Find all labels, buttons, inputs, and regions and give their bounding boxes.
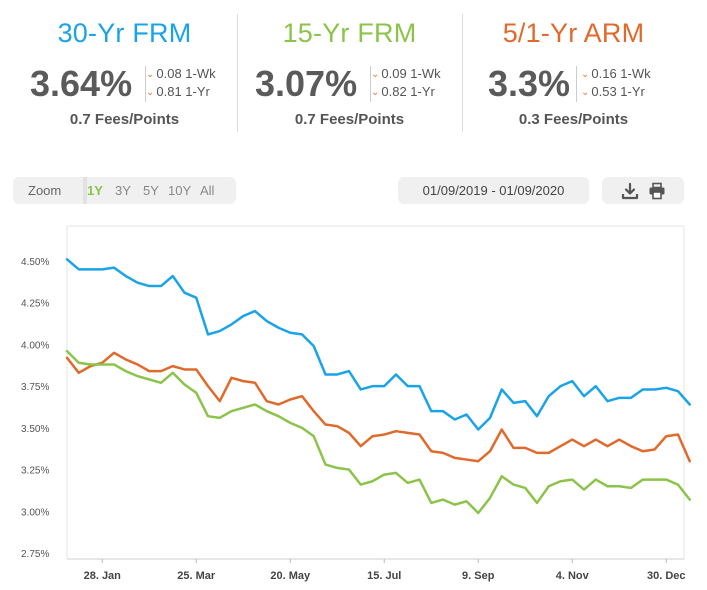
down-arrow-icon: ⌄ xyxy=(581,87,590,98)
print-icon[interactable] xyxy=(647,181,667,201)
rate-history-chart: 2.75% 3.00% 3.25% 3.50% 3.75% 4.00% 4.25% 4.50%… xyxy=(21,225,691,582)
card-change-year-text: 0.82 1-Yr xyxy=(381,84,435,99)
date-range-picker[interactable]: 01/09/2019 - 01/09/2020 xyxy=(398,177,589,204)
card-change-year: ⌄ 0.81 1-Yr xyxy=(146,84,210,99)
card-change-week: ⌄ 0.08 1-Wk xyxy=(146,66,216,81)
zoom-option-5y[interactable]: 5Y xyxy=(143,183,159,198)
down-arrow-icon: ⌄ xyxy=(581,69,590,80)
series-line-1 xyxy=(65,351,691,463)
chart-tools xyxy=(602,177,684,204)
card-change-week-text: 0.09 1-Wk xyxy=(381,66,441,81)
card-change-week: ⌄ 0.09 1-Wk xyxy=(371,66,441,81)
card-separator xyxy=(462,14,463,132)
zoom-option-3y[interactable]: 3Y xyxy=(115,183,131,198)
x-tick-label: 30. Dec xyxy=(647,570,686,582)
y-tick-label: 4.25% xyxy=(21,299,49,310)
download-icon[interactable] xyxy=(620,181,640,201)
card-separator xyxy=(237,14,238,132)
card-divider xyxy=(370,66,371,102)
card-rate: 3.3% xyxy=(488,63,571,104)
card-divider xyxy=(145,66,146,102)
y-tick-label: 2.75% xyxy=(21,549,49,560)
card-fees: 0.3 Fees/Points xyxy=(518,111,629,128)
card-title: 15-Yr FRM xyxy=(282,18,417,48)
card-divider xyxy=(576,66,577,102)
y-tick-label: 4.00% xyxy=(21,340,49,351)
card-title: 5/1-Yr ARM xyxy=(502,18,645,48)
series-line-0 xyxy=(65,258,691,431)
x-tick-label: 25. Mar xyxy=(177,570,216,582)
card-change-year-text: 0.81 1-Yr xyxy=(156,84,210,99)
y-tick-label: 3.25% xyxy=(21,466,49,477)
card-change-week-text: 0.08 1-Wk xyxy=(156,66,216,81)
card-fees: 0.7 Fees/Points xyxy=(294,111,405,128)
zoom-label: Zoom xyxy=(28,183,62,198)
zoom-option-all[interactable]: All xyxy=(200,183,215,198)
zoom-control: Zoom 1Y 3Y 5Y 10Y All xyxy=(13,177,236,204)
x-tick-label: 9. Sep xyxy=(462,570,495,582)
card-change-year-text: 0.53 1-Yr xyxy=(591,84,645,99)
card-change-year: ⌄ 0.53 1-Yr xyxy=(581,84,645,99)
zoom-separator xyxy=(83,177,87,204)
y-tick-label: 3.50% xyxy=(21,424,49,435)
down-arrow-icon: ⌄ xyxy=(146,69,155,80)
y-tick-label: 3.75% xyxy=(21,382,49,393)
card-title: 30-Yr FRM xyxy=(57,18,192,48)
card-change-year: ⌄ 0.82 1-Yr xyxy=(371,84,435,99)
zoom-option-1y[interactable]: 1Y xyxy=(87,183,103,198)
zoom-option-10y[interactable]: 10Y xyxy=(168,183,192,198)
y-tick-label: 4.50% xyxy=(21,257,49,268)
x-tick-label: 15. Jul xyxy=(367,570,401,582)
card-fees: 0.7 Fees/Points xyxy=(69,111,180,128)
x-tick-label: 28. Jan xyxy=(84,570,122,582)
card-rate: 3.07% xyxy=(255,63,358,104)
y-tick-label: 3.00% xyxy=(21,507,49,518)
down-arrow-icon: ⌄ xyxy=(371,69,380,80)
rate-card-15yr: 15-Yr FRM 3.07% ⌄ 0.09 1-Wk ⌄ 0.82 1-Yr 0.… xyxy=(237,0,462,140)
rate-card-5-1-arm: 5/1-Yr ARM 3.3% ⌄ 0.16 1-Wk ⌄ 0.53 1-Yr 0.… xyxy=(461,0,686,140)
x-tick-label: 20. May xyxy=(270,570,311,582)
series-line-2 xyxy=(65,349,691,515)
down-arrow-icon: ⌄ xyxy=(146,87,155,98)
card-rate: 3.64% xyxy=(30,63,133,104)
down-arrow-icon: ⌄ xyxy=(371,87,380,98)
card-change-week-text: 0.16 1-Wk xyxy=(591,66,651,81)
rate-card-30yr: 30-Yr FRM 3.64% ⌄ 0.08 1-Wk ⌄ 0.81 1-Yr 0.… xyxy=(12,0,237,140)
x-tick-label: 4. Nov xyxy=(556,570,590,582)
card-change-week: ⌄ 0.16 1-Wk xyxy=(581,66,651,81)
